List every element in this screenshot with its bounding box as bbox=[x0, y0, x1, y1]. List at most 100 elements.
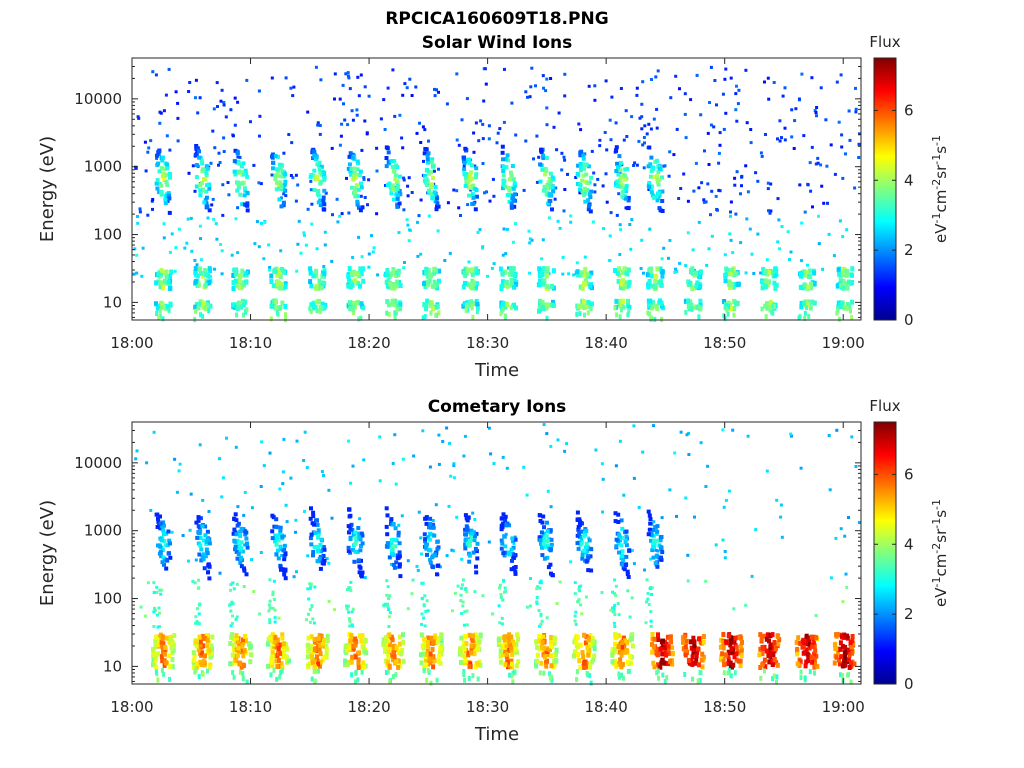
heatmap-cell bbox=[390, 637, 395, 643]
heatmap-cell bbox=[692, 268, 696, 272]
heatmap-cell bbox=[551, 189, 556, 194]
heatmap-cell bbox=[637, 505, 641, 509]
heatmap-cell bbox=[168, 676, 172, 682]
heatmap-cell bbox=[154, 280, 159, 286]
heatmap-cell bbox=[305, 466, 309, 469]
heatmap-cell bbox=[397, 188, 402, 193]
heatmap-cell bbox=[237, 273, 242, 279]
heatmap-cell bbox=[729, 635, 734, 641]
heatmap-cell bbox=[323, 230, 327, 234]
heatmap-cell bbox=[618, 168, 623, 173]
y-axis-label: Energy (eV) bbox=[37, 136, 58, 242]
heatmap-cell bbox=[702, 198, 706, 202]
heatmap-cell bbox=[760, 645, 765, 651]
heatmap-cell bbox=[289, 476, 293, 480]
heatmap-cell bbox=[378, 435, 382, 439]
heatmap-cell bbox=[767, 97, 771, 101]
heatmap-cell bbox=[668, 150, 672, 154]
heatmap-cell bbox=[431, 525, 436, 530]
heatmap-cell bbox=[815, 664, 820, 669]
heatmap-cell bbox=[706, 131, 710, 135]
heatmap-cell bbox=[177, 227, 181, 231]
heatmap-cell bbox=[349, 588, 353, 592]
heatmap-cell bbox=[434, 207, 439, 212]
heatmap-cell bbox=[726, 300, 731, 306]
heatmap-cell bbox=[719, 654, 724, 659]
heatmap-cell bbox=[363, 196, 367, 199]
heatmap-cell bbox=[722, 670, 726, 676]
heatmap-cell bbox=[398, 174, 402, 179]
heatmap-cell bbox=[511, 648, 516, 654]
heatmap-cell bbox=[768, 647, 773, 653]
heatmap-cell bbox=[611, 610, 615, 614]
heatmap-cell bbox=[279, 163, 284, 168]
heatmap-cell bbox=[322, 271, 327, 277]
heatmap-cell bbox=[675, 270, 679, 273]
heatmap-cell bbox=[721, 632, 726, 637]
heatmap-cell bbox=[474, 281, 479, 287]
heatmap-cell bbox=[243, 491, 247, 494]
heatmap-cell bbox=[194, 520, 199, 525]
heatmap-cell bbox=[739, 241, 743, 245]
heatmap-cell bbox=[315, 518, 319, 523]
heatmap-cell bbox=[545, 649, 550, 654]
heatmap-cell bbox=[649, 530, 654, 535]
heatmap-cell bbox=[717, 151, 721, 155]
heatmap-cell bbox=[431, 565, 435, 570]
heatmap-cell bbox=[475, 635, 480, 641]
heatmap-cell bbox=[774, 660, 779, 666]
heatmap-cell bbox=[620, 644, 625, 650]
heatmap-cell bbox=[437, 268, 442, 274]
heatmap-cell bbox=[481, 162, 485, 165]
heatmap-cell bbox=[838, 640, 843, 646]
heatmap-cell bbox=[646, 509, 651, 514]
heatmap-cell bbox=[697, 220, 701, 224]
heatmap-cell bbox=[734, 92, 738, 96]
heatmap-cell bbox=[613, 511, 618, 516]
heatmap-cell bbox=[281, 641, 286, 647]
heatmap-cell bbox=[237, 300, 241, 306]
heatmap-cell bbox=[610, 652, 615, 658]
heatmap-cell bbox=[838, 219, 842, 223]
heatmap-cell bbox=[658, 664, 663, 670]
panel-cometary: Cometary Ions 18:00 18:10 18:20 18:30 18:40 1… bbox=[37, 397, 950, 745]
heatmap-cell bbox=[475, 661, 480, 667]
heatmap-cell bbox=[234, 445, 238, 449]
heatmap-cell bbox=[529, 85, 533, 89]
heatmap-cell bbox=[776, 634, 781, 639]
heatmap-cell bbox=[213, 146, 217, 150]
heatmap-cell bbox=[541, 541, 546, 546]
heatmap-cell bbox=[371, 250, 375, 254]
heatmap-cell bbox=[385, 670, 388, 675]
heatmap-cell bbox=[204, 201, 209, 206]
y-tick-label: 10 bbox=[103, 293, 122, 311]
heatmap-cell bbox=[738, 663, 743, 669]
heatmap-cell bbox=[428, 651, 433, 657]
heatmap-cell bbox=[385, 183, 390, 187]
heatmap-cell bbox=[197, 552, 202, 557]
heatmap-cell bbox=[696, 678, 700, 684]
heatmap-cell bbox=[345, 607, 349, 611]
heatmap-cell bbox=[266, 641, 270, 647]
heatmap-cell bbox=[187, 171, 191, 175]
heatmap-cell bbox=[386, 604, 390, 608]
heatmap-cell bbox=[260, 440, 264, 444]
heatmap-cell bbox=[207, 664, 212, 670]
heatmap-cell bbox=[330, 516, 334, 520]
heatmap-cell bbox=[437, 90, 440, 94]
heatmap-cell bbox=[767, 303, 772, 309]
heatmap-cell bbox=[269, 654, 274, 660]
heatmap-cell bbox=[622, 266, 627, 272]
x-tick-label: 18:20 bbox=[347, 334, 390, 352]
heatmap-cell bbox=[327, 600, 331, 603]
heatmap-cell bbox=[312, 636, 317, 642]
heatmap-cell bbox=[583, 266, 588, 272]
heatmap-cell bbox=[310, 222, 314, 226]
heatmap-cell bbox=[350, 610, 354, 614]
heatmap-cell bbox=[684, 309, 688, 315]
heatmap-cell bbox=[193, 258, 197, 262]
heatmap-cell bbox=[772, 81, 776, 84]
heatmap-cell bbox=[464, 302, 469, 308]
heatmap-cell bbox=[205, 204, 210, 209]
heatmap-cell bbox=[237, 278, 242, 284]
